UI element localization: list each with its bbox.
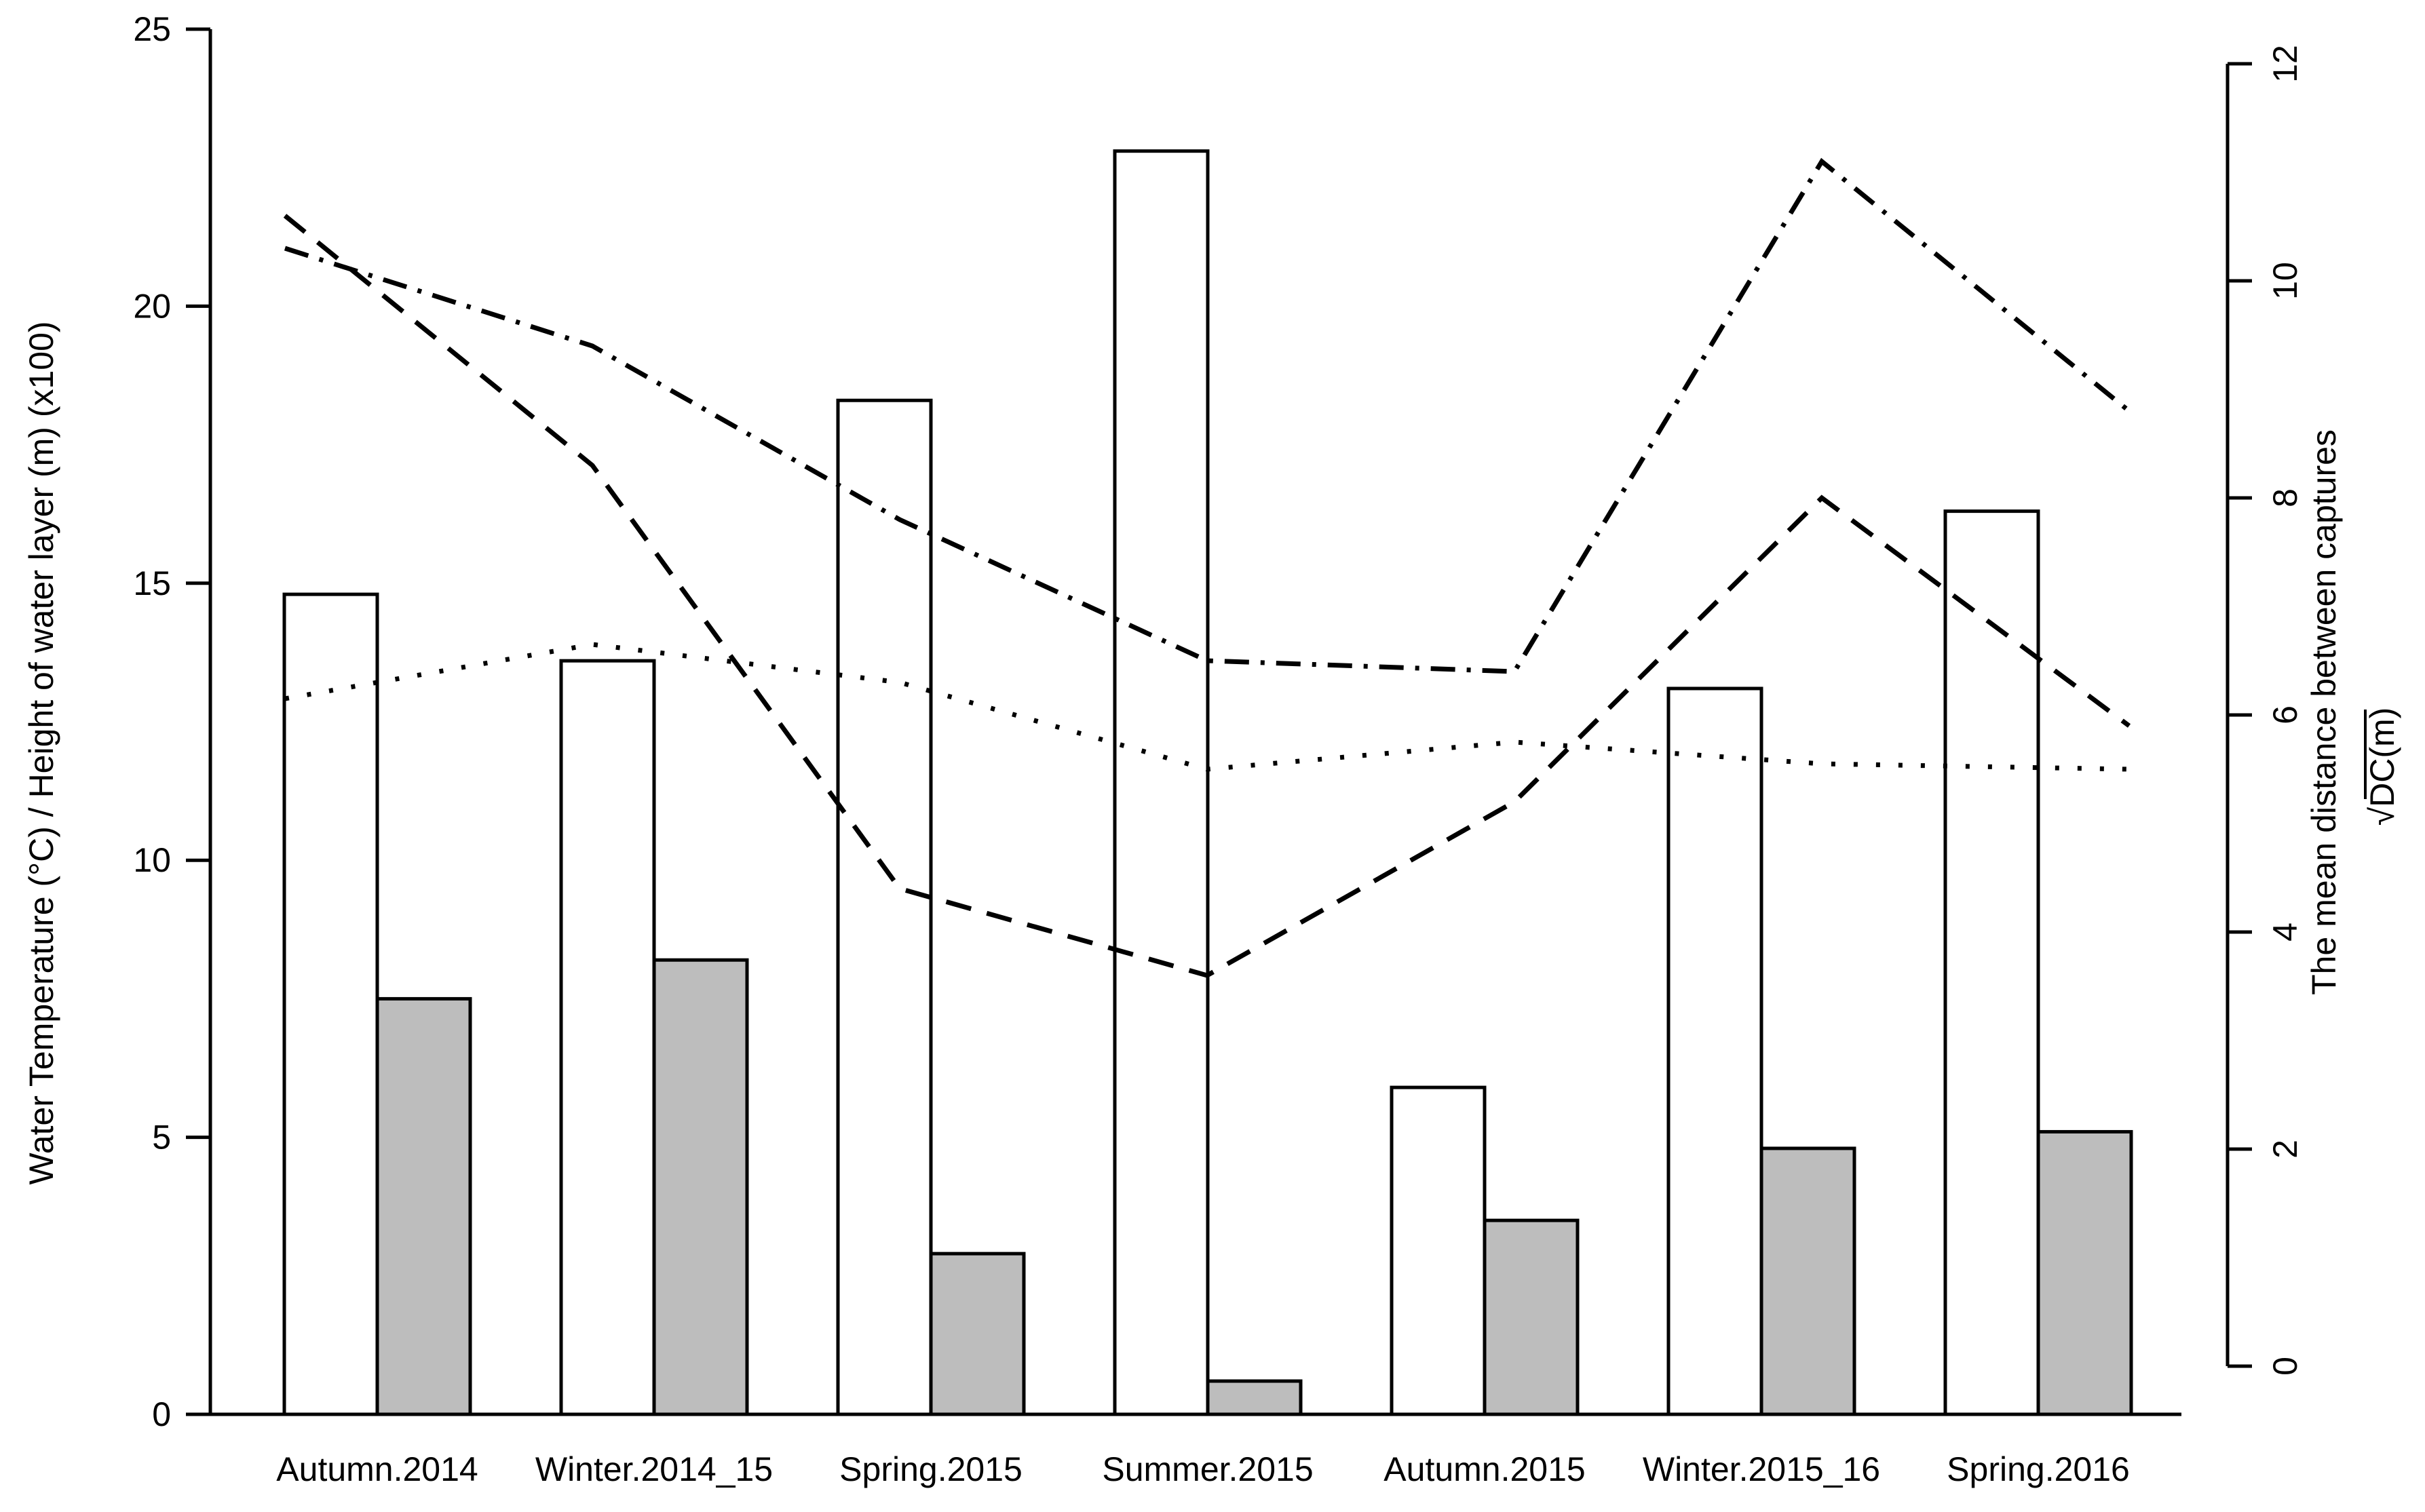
dashed-line xyxy=(283,214,2131,978)
right-axis-tick-label: 8 xyxy=(2266,488,2304,507)
gray-bars-winter.2015_16 xyxy=(1759,1146,1856,1416)
right-axis-tick-label: 10 xyxy=(2266,262,2304,300)
left-axis-tick-label: 20 xyxy=(133,287,171,325)
gray-bars-spring.2016 xyxy=(2036,1129,2133,1416)
right-axis-sqrt-label: √DC(m) xyxy=(2363,707,2401,826)
left-axis-tick-label: 0 xyxy=(152,1395,171,1433)
right-axis-tick-label: 0 xyxy=(2266,1357,2304,1376)
right-axis-tick-label: 6 xyxy=(2266,705,2304,724)
left-axis-tick-label: 10 xyxy=(133,841,171,879)
white-bars-spring.2015 xyxy=(836,398,933,1416)
x-axis-category-label: Spring.2016 xyxy=(1947,1450,2130,1488)
left-axis-tick-label: 5 xyxy=(152,1119,171,1157)
white-bars-winter.2014_15 xyxy=(559,659,656,1416)
right-axis-tick-label-group: 0 xyxy=(2266,1357,2304,1376)
dashdot-line xyxy=(284,157,2131,674)
white-bars-spring.2016 xyxy=(1943,509,2040,1416)
left-axis-title-group: Water Temperature (°C) / Height of water… xyxy=(22,321,60,1184)
right-axis-tick-label-group: 4 xyxy=(2266,923,2304,942)
right-axis-tick-label: 2 xyxy=(2266,1140,2304,1159)
x-axis-category-label: Spring.2015 xyxy=(839,1450,1023,1488)
gray-bars-spring.2015 xyxy=(929,1252,1026,1416)
right-axis-tick-label-group: 2 xyxy=(2266,1140,2304,1159)
right-axis-tick-label-group: 10 xyxy=(2266,262,2304,300)
white-bars-winter.2015_16 xyxy=(1666,686,1763,1416)
right-axis-tick-label-group: 8 xyxy=(2266,488,2304,507)
white-bars-summer.2015 xyxy=(1113,149,1210,1416)
gray-bars-autumn.2014 xyxy=(375,996,472,1416)
right-axis-sqrt-group: √DC(m) xyxy=(2363,707,2401,826)
right-axis-tick-label-group: 6 xyxy=(2266,705,2304,724)
gray-bars-autumn.2015 xyxy=(1483,1218,1580,1416)
dotted-line xyxy=(284,642,2130,772)
x-axis-category-label: Autumn.2014 xyxy=(276,1450,478,1488)
left-axis-title: Water Temperature (°C) / Height of water… xyxy=(22,321,60,1184)
white-bars-autumn.2014 xyxy=(282,592,379,1416)
left-axis-tick-label: 25 xyxy=(133,10,171,48)
x-axis-category-label: Summer.2015 xyxy=(1102,1450,1313,1488)
right-axis-tick-label-group: 12 xyxy=(2266,45,2304,83)
right-axis-tick-label: 12 xyxy=(2266,45,2304,83)
right-axis-title: The mean distance between captures xyxy=(2305,429,2343,995)
right-axis-tick-label: 4 xyxy=(2266,923,2304,942)
x-axis-category-label: Autumn.2015 xyxy=(1383,1450,1585,1488)
gray-bars-summer.2015 xyxy=(1206,1379,1303,1416)
x-axis-category-label: Winter.2014_15 xyxy=(535,1450,773,1488)
white-bars-autumn.2015 xyxy=(1390,1085,1487,1416)
x-axis-category-label: Winter.2015_16 xyxy=(1643,1450,1880,1488)
right-axis-title-group: The mean distance between captures xyxy=(2305,429,2343,995)
left-axis-tick-label: 15 xyxy=(133,564,171,602)
gray-bars-winter.2014_15 xyxy=(652,958,749,1416)
